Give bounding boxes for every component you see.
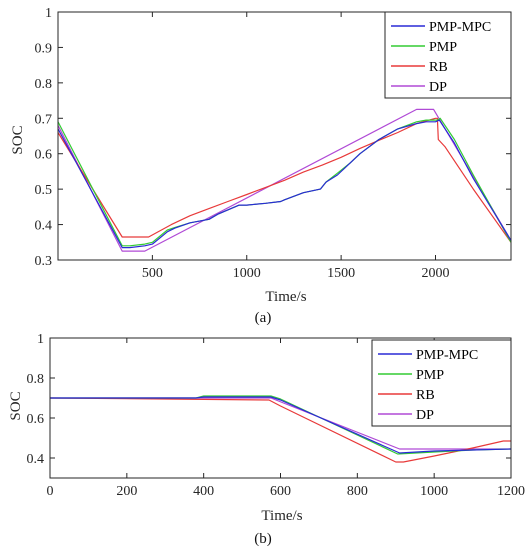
chart-a: 500 1000 1500 2000 0.3 0.4 0.5 0.6 0.7 0.8 0.9 1 T… [10,6,512,326]
legend-entry: PMP [429,40,457,55]
y-tick-label: 1 [45,6,52,21]
x-tick-label: 1000 [420,484,448,499]
y-tick-label: 0.8 [35,77,53,92]
legend-entry: DP [429,80,447,95]
y-tick-label: 0.5 [35,183,53,198]
chart-a-subfigure-label: (a) [255,310,272,326]
legend-entry: PMP-MPC [416,348,478,363]
chart-a-plot-frame [57,11,512,261]
chart-a-series [57,108,512,252]
x-tick-label: 0 [47,484,54,499]
legend-entry: RB [416,388,435,403]
x-tick-label: 1500 [327,266,355,281]
legend-entry: PMP [416,368,444,383]
x-tick-label: 200 [116,484,137,499]
chart-b-series [49,395,512,463]
x-tick-label: 1200 [497,484,525,499]
chart-b: 0 200 400 600 800 1000 1200 0.40.60.81 Time/s … [8,332,525,547]
chart-b-legend: PMP-MPC PMP RB DP [371,339,512,427]
x-tick-label: 600 [270,484,291,499]
series-line-rb [49,397,511,463]
y-tick-label: 0.6 [35,148,53,163]
chart-a-y-axis-label: SOC [10,125,26,154]
series-line-pmp [57,117,512,247]
chart-a-legend: PMP-MPC PMP RB DP [384,11,512,99]
x-tick-label: 400 [193,484,214,499]
series-line-pmp-mpc [57,119,512,249]
chart-b-subfigure-label: (b) [254,531,272,547]
legend-entry: RB [429,60,448,75]
x-tick-label: 800 [347,484,368,499]
chart-a-y-tick-labels: 0.3 0.4 0.5 0.6 0.7 0.8 0.9 1 [35,6,53,269]
y-tick-label: 0.6 [27,412,45,427]
chart-a-x-axis-label: Time/s [265,289,306,305]
y-tick-label: 0.9 [35,41,53,56]
chart-b-y-axis-label: SOC [8,391,24,420]
series-line-dp [50,397,511,450]
legend-entry: PMP-MPC [429,20,491,35]
x-tick-label: 1000 [233,266,261,281]
chart-a-x-tick-labels: 500 1000 1500 2000 [142,266,450,281]
chart-b-y-tick-labels: 0.4 0.6 0.8 1 [27,332,45,467]
legend-entry: DP [416,408,434,423]
chart-b-x-axis-label: Time/s [261,508,302,524]
series-line-rb [57,117,512,243]
y-tick-label: 0.4 [27,452,45,467]
y-tick-label: 1 [37,332,44,347]
y-tick-label: 0.8 [27,372,45,387]
y-tick-label: 0.7 [35,112,53,127]
chart-b-x-tick-labels: 0 200 400 600 800 1000 1200 [47,484,526,499]
y-tick-label: 0.3 [35,254,53,269]
series-line-pmp-mpc [50,396,512,454]
y-tick-label: 0.4 [35,219,53,234]
x-tick-label: 500 [142,266,163,281]
x-tick-label: 2000 [422,266,450,281]
